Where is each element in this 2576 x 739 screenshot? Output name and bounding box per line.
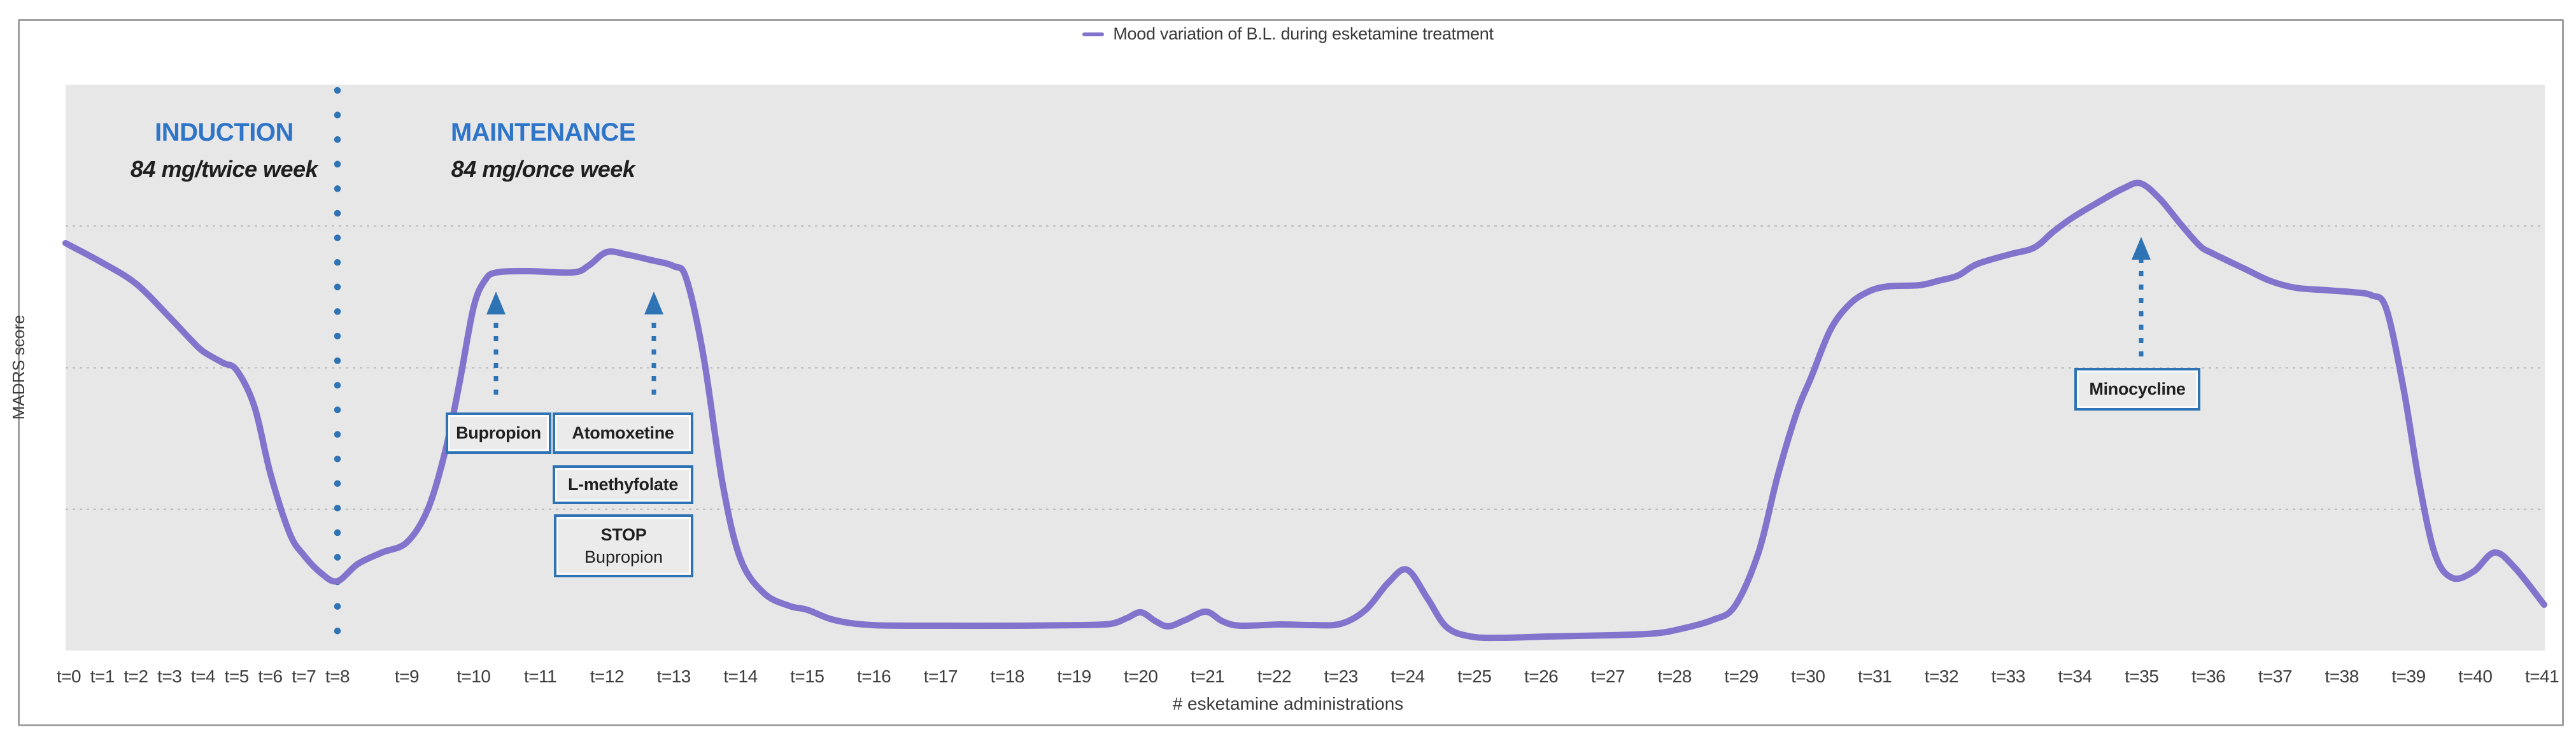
x-tick-label: t=4: [190, 666, 216, 686]
y-axis-title: MADRS score: [9, 314, 28, 420]
x-tick-label: t=40: [2458, 666, 2493, 686]
x-tick-label: t=16: [856, 666, 891, 686]
x-tick-label: t=8: [325, 666, 350, 686]
x-tick-label: t=29: [1724, 666, 1759, 686]
x-tick-label: t=21: [1190, 666, 1225, 686]
x-tick-label: t=3: [157, 666, 182, 686]
x-tick-label: t=17: [923, 666, 958, 686]
x-tick-label: t=7: [292, 666, 316, 686]
x-tick-label: t=24: [1391, 666, 1425, 686]
x-tick-label: t=27: [1590, 666, 1625, 686]
x-tick-label: t=13: [656, 666, 691, 686]
annotation-box-l-methyfolate: L-methyfolate: [553, 465, 693, 504]
x-tick-label: t=19: [1057, 666, 1091, 686]
x-tick-label: t=5: [224, 666, 250, 686]
annotation-label: Bupropion: [456, 423, 541, 442]
medication-arrow-head-icon: [486, 292, 506, 314]
x-tick-label: t=41: [2524, 666, 2559, 686]
maintenance-dose: 84 mg/once week: [451, 156, 635, 182]
x-tick-label: t=25: [1457, 666, 1492, 686]
annotation-label: L-methyfolate: [567, 475, 679, 494]
induction-title: INDUCTION: [155, 118, 294, 146]
x-tick-label: t=15: [790, 666, 824, 686]
x-tick-label: t=28: [1657, 666, 1692, 686]
annotation-label-line1: STOP: [600, 524, 647, 544]
x-tick-label: t=1: [90, 666, 115, 686]
x-tick-label: t=12: [590, 666, 625, 686]
annotation-box-minocycline: Minocycline: [2074, 368, 2200, 411]
induction-dose: 84 mg/twice week: [130, 156, 318, 182]
maintenance-phase-label: MAINTENANCE 84 mg/once week: [406, 118, 680, 183]
x-tick-label: t=35: [2125, 666, 2159, 686]
annotation-box-stop-bupropion: STOP Bupropion: [554, 514, 693, 577]
x-tick-label: t=2: [124, 666, 148, 686]
x-tick-label: t=6: [258, 666, 283, 686]
x-tick-label: t=9: [394, 666, 420, 686]
annotation-box-bupropion: Bupropion: [446, 412, 551, 454]
x-tick-label: t=31: [1857, 666, 1892, 686]
x-tick-label: t=34: [2058, 666, 2092, 686]
x-tick-label: t=11: [523, 666, 557, 686]
x-tick-label: t=39: [2391, 666, 2426, 686]
x-tick-label: t=26: [1524, 666, 1559, 686]
medication-arrow-head-icon: [644, 292, 663, 314]
x-tick-label: t=18: [990, 666, 1025, 686]
x-tick-label: t=22: [1257, 666, 1292, 686]
maintenance-title: MAINTENANCE: [450, 118, 636, 146]
x-tick-label: t=23: [1324, 666, 1359, 686]
x-tick-label: t=0: [56, 666, 81, 686]
legend-label: Mood variation of B.L. during esketamine…: [1113, 24, 1494, 43]
x-tick-label: t=33: [1991, 666, 2026, 686]
x-tick-label: t=37: [2258, 666, 2293, 686]
medication-arrow-head-icon: [2132, 237, 2151, 260]
x-tick-label: t=20: [1124, 666, 1158, 686]
annotation-label-line2: Bupropion: [584, 547, 663, 567]
chart-legend: Mood variation of B.L. during esketamine…: [0, 24, 2576, 44]
x-tick-label: t=10: [456, 666, 491, 686]
induction-phase-label: INDUCTION 84 mg/twice week: [87, 118, 361, 183]
x-tick-label: t=14: [723, 666, 758, 686]
x-tick-label: t=32: [1924, 666, 1959, 686]
annotation-label: Minocycline: [2089, 379, 2186, 398]
legend-line-swatch-icon: [1082, 32, 1105, 36]
x-tick-label: t=30: [1791, 666, 1825, 686]
annotation-box-atomoxetine: Atomoxetine: [553, 412, 693, 454]
annotation-label: Atomoxetine: [572, 423, 674, 442]
x-tick-label: t=36: [2191, 666, 2226, 686]
mood-curve: [62, 179, 2547, 642]
x-tick-label: t=38: [2325, 666, 2360, 686]
x-axis-title: # esketamine administrations: [1172, 694, 1404, 714]
